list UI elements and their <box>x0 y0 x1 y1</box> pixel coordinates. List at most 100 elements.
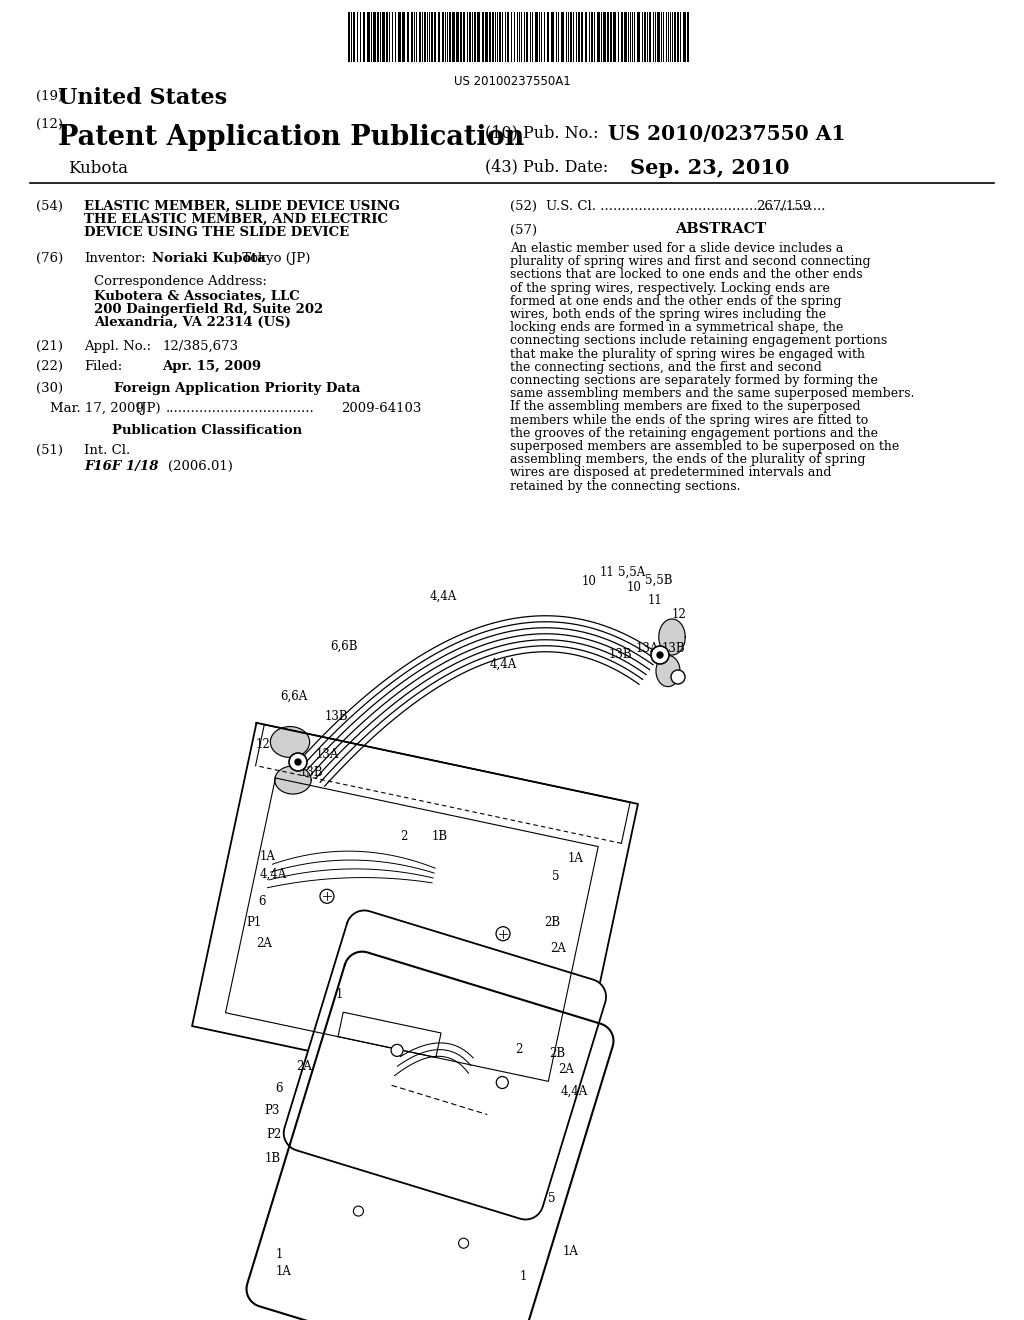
Text: of the spring wires, respectively. Locking ends are: of the spring wires, respectively. Locki… <box>510 281 829 294</box>
Text: plurality of spring wires and first and second connecting: plurality of spring wires and first and … <box>510 255 870 268</box>
Text: 2: 2 <box>515 1043 522 1056</box>
Text: F16F 1/18: F16F 1/18 <box>84 459 159 473</box>
Text: United States: United States <box>58 87 227 110</box>
Text: P3: P3 <box>264 1104 280 1117</box>
Text: (76): (76) <box>36 252 63 265</box>
Polygon shape <box>193 723 638 1107</box>
Text: 1B: 1B <box>432 830 449 843</box>
Text: 13B: 13B <box>325 710 348 723</box>
Text: An elastic member used for a slide device includes a: An elastic member used for a slide devic… <box>510 242 844 255</box>
Text: 2: 2 <box>400 830 408 843</box>
Text: 2B: 2B <box>549 1047 565 1060</box>
Text: Int. Cl.: Int. Cl. <box>84 444 130 457</box>
Text: 13B: 13B <box>300 766 324 779</box>
Text: 1: 1 <box>276 1247 284 1261</box>
Text: Kubotera & Associates, LLC: Kubotera & Associates, LLC <box>94 290 300 304</box>
Polygon shape <box>274 766 311 795</box>
Text: Appl. No.:: Appl. No.: <box>84 341 152 352</box>
Text: US 20100237550A1: US 20100237550A1 <box>454 75 570 88</box>
Text: (19): (19) <box>36 90 63 103</box>
Text: 4,4A: 4,4A <box>490 657 517 671</box>
Text: 2A: 2A <box>550 942 566 954</box>
Text: U.S. Cl. .....................................................: U.S. Cl. ...............................… <box>546 201 825 213</box>
Text: ...................................: ................................... <box>166 403 314 414</box>
Text: assembling members, the ends of the plurality of spring: assembling members, the ends of the plur… <box>510 453 865 466</box>
Text: locking ends are formed in a symmetrical shape, the: locking ends are formed in a symmetrical… <box>510 321 844 334</box>
Text: ABSTRACT: ABSTRACT <box>675 222 766 236</box>
Text: US 2010/0237550 A1: US 2010/0237550 A1 <box>608 124 846 144</box>
Text: (10) Pub. No.:: (10) Pub. No.: <box>485 124 598 141</box>
Text: 1A: 1A <box>260 850 275 863</box>
Text: Foreign Application Priority Data: Foreign Application Priority Data <box>114 381 360 395</box>
Text: Apr. 15, 2009: Apr. 15, 2009 <box>162 360 261 374</box>
Text: 11: 11 <box>648 594 663 607</box>
Text: 13B: 13B <box>609 648 633 661</box>
Text: (30): (30) <box>36 381 63 395</box>
Text: (22): (22) <box>36 360 63 374</box>
Text: (21): (21) <box>36 341 63 352</box>
Text: the grooves of the retaining engagement portions and the: the grooves of the retaining engagement … <box>510 426 878 440</box>
Text: 6: 6 <box>258 895 265 908</box>
Text: 1B: 1B <box>265 1152 282 1166</box>
Text: 12: 12 <box>256 738 270 751</box>
Text: 6: 6 <box>275 1082 283 1096</box>
Text: 13A: 13A <box>636 642 659 655</box>
Circle shape <box>496 927 510 941</box>
Text: Publication Classification: Publication Classification <box>112 424 302 437</box>
Text: (12): (12) <box>36 117 63 131</box>
Text: (43) Pub. Date:: (43) Pub. Date: <box>485 158 608 176</box>
Circle shape <box>657 652 663 657</box>
Text: DEVICE USING THE SLIDE DEVICE: DEVICE USING THE SLIDE DEVICE <box>84 226 349 239</box>
Text: 2A: 2A <box>558 1063 573 1076</box>
Text: 10: 10 <box>582 576 597 587</box>
Text: (JP): (JP) <box>136 403 161 414</box>
Text: 2A: 2A <box>296 1060 312 1073</box>
Circle shape <box>319 890 334 903</box>
Polygon shape <box>270 726 309 758</box>
Text: Filed:: Filed: <box>84 360 122 374</box>
Text: 2B: 2B <box>544 916 560 929</box>
Text: that make the plurality of spring wires be engaged with: that make the plurality of spring wires … <box>510 347 865 360</box>
Polygon shape <box>284 911 606 1220</box>
Text: (52): (52) <box>510 201 537 213</box>
Text: Correspondence Address:: Correspondence Address: <box>94 275 267 288</box>
Text: 11: 11 <box>600 566 614 579</box>
Text: 267/159: 267/159 <box>756 201 811 213</box>
Polygon shape <box>658 619 685 655</box>
Text: same assembling members and the same superposed members.: same assembling members and the same sup… <box>510 387 914 400</box>
Text: (54): (54) <box>36 201 63 213</box>
Text: 13A: 13A <box>316 748 339 762</box>
Text: wires, both ends of the spring wires including the: wires, both ends of the spring wires inc… <box>510 308 826 321</box>
Text: Inventor:: Inventor: <box>84 252 145 265</box>
Polygon shape <box>247 952 613 1320</box>
Text: 5: 5 <box>552 870 559 883</box>
Text: ELASTIC MEMBER, SLIDE DEVICE USING: ELASTIC MEMBER, SLIDE DEVICE USING <box>84 201 400 213</box>
Text: connecting sections are separately formed by forming the: connecting sections are separately forme… <box>510 374 878 387</box>
Circle shape <box>295 759 301 766</box>
Circle shape <box>651 645 669 664</box>
Text: Kubota: Kubota <box>68 160 128 177</box>
Text: 10: 10 <box>627 581 642 594</box>
Text: Sep. 23, 2010: Sep. 23, 2010 <box>630 158 790 178</box>
Text: P1: P1 <box>246 916 261 929</box>
Text: (2006.01): (2006.01) <box>168 459 232 473</box>
Text: connecting sections include retaining engagement portions: connecting sections include retaining en… <box>510 334 887 347</box>
Text: 4,4A: 4,4A <box>561 1085 588 1098</box>
Text: Alexandria, VA 22314 (US): Alexandria, VA 22314 (US) <box>94 315 291 329</box>
Text: 4,4A: 4,4A <box>260 869 288 880</box>
Text: 1: 1 <box>336 987 343 1001</box>
Text: 12: 12 <box>672 609 687 620</box>
Text: the connecting sections, and the first and second: the connecting sections, and the first a… <box>510 360 822 374</box>
Text: 6,6A: 6,6A <box>280 690 307 704</box>
Text: members while the ends of the spring wires are fitted to: members while the ends of the spring wir… <box>510 413 868 426</box>
Text: superposed members are assembled to be superposed on the: superposed members are assembled to be s… <box>510 440 899 453</box>
Text: 4,4A: 4,4A <box>430 590 458 603</box>
Text: If the assembling members are fixed to the superposed: If the assembling members are fixed to t… <box>510 400 860 413</box>
Circle shape <box>459 1238 469 1249</box>
Text: 200 Daingerfield Rd, Suite 202: 200 Daingerfield Rd, Suite 202 <box>94 304 324 315</box>
Text: THE ELASTIC MEMBER, AND ELECTRIC: THE ELASTIC MEMBER, AND ELECTRIC <box>84 213 388 226</box>
Text: 1A: 1A <box>568 851 584 865</box>
Circle shape <box>671 671 685 684</box>
Text: 5,5A: 5,5A <box>618 566 645 579</box>
Text: 5,5B: 5,5B <box>645 574 673 587</box>
